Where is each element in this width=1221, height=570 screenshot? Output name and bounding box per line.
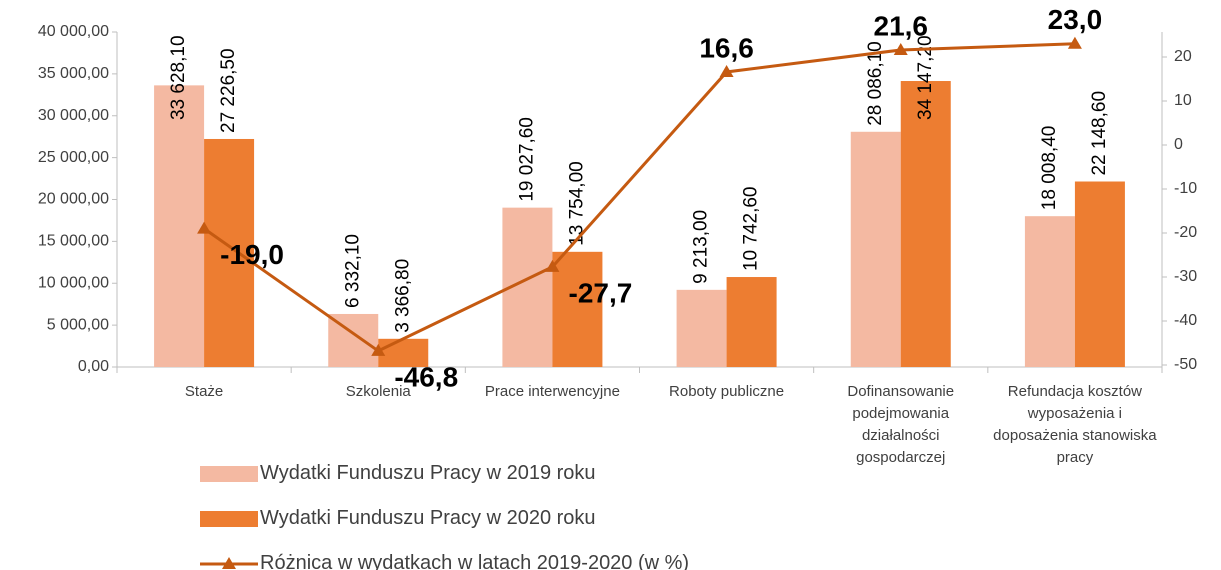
bar bbox=[378, 338, 429, 367]
data-label: 22 148,60 bbox=[1089, 91, 1110, 176]
y-tick-label: 10 000,00 bbox=[38, 274, 109, 291]
marker bbox=[1067, 36, 1082, 49]
y-tick-label: 25 000,00 bbox=[38, 149, 109, 166]
y-tick-label: 30 000,00 bbox=[38, 107, 109, 124]
data-label: 23,0 bbox=[1048, 4, 1103, 35]
bar bbox=[850, 131, 901, 367]
bar bbox=[726, 277, 777, 367]
x-tick-label: Refundacja kosztów wyposażenia i doposaż… bbox=[993, 383, 1157, 466]
legend-swatch bbox=[200, 510, 258, 527]
data-label: 33 628,10 bbox=[168, 35, 189, 120]
data-label: 27 226,50 bbox=[218, 48, 239, 133]
x-tick-label: Prace interwencyjne bbox=[484, 383, 620, 400]
bar bbox=[154, 85, 205, 368]
data-label: 16,6 bbox=[699, 32, 754, 63]
legend-swatch bbox=[200, 465, 258, 482]
data-label: 6 332,10 bbox=[342, 234, 363, 308]
y2-tick-label: 20 bbox=[1174, 48, 1192, 65]
legend-label: Wydatki Funduszu Pracy w 2020 roku bbox=[260, 507, 596, 529]
data-label: 18 008,40 bbox=[1039, 126, 1060, 211]
marker bbox=[719, 64, 734, 77]
y2-tick-label: -40 bbox=[1174, 312, 1197, 329]
x-tick-label: Roboty publiczne bbox=[669, 383, 785, 400]
bar bbox=[1074, 181, 1125, 367]
y-tick-label: 15 000,00 bbox=[38, 233, 109, 250]
data-label: 9 213,00 bbox=[691, 210, 712, 284]
y-tick-label: 20 000,00 bbox=[38, 191, 109, 208]
marker bbox=[893, 42, 908, 55]
y-tick-label: 5 000,00 bbox=[47, 316, 109, 333]
x-tick-label: Dofinansowanie podejmowania działalności… bbox=[847, 383, 955, 466]
data-label: 3 366,80 bbox=[392, 259, 413, 333]
y-tick-label: 0,00 bbox=[78, 358, 109, 375]
bar bbox=[676, 289, 727, 367]
y-tick-label: 40 000,00 bbox=[38, 23, 109, 40]
legend-item: Wydatki Funduszu Pracy w 2019 roku bbox=[200, 462, 596, 485]
legend-item: Wydatki Funduszu Pracy w 2020 roku bbox=[200, 507, 596, 530]
legend-swatch bbox=[200, 554, 258, 570]
bar bbox=[204, 138, 255, 367]
legend-label: Wydatki Funduszu Pracy w 2019 roku bbox=[260, 462, 596, 484]
y2-tick-label: 10 bbox=[1174, 92, 1192, 109]
y2-tick-label: -50 bbox=[1174, 356, 1197, 373]
y-tick-label: 35 000,00 bbox=[38, 65, 109, 82]
bar bbox=[552, 251, 603, 367]
y2-tick-label: -20 bbox=[1174, 224, 1197, 241]
marker bbox=[545, 259, 560, 272]
y2-tick-label: 0 bbox=[1174, 136, 1183, 153]
x-tick-label: Szkolenia bbox=[345, 383, 411, 400]
data-label: -27,7 bbox=[569, 277, 633, 308]
data-label: -46,8 bbox=[394, 361, 458, 392]
legend-label: Różnica w wydatkach w latach 2019-2020 (… bbox=[260, 552, 690, 570]
data-label: 13 754,00 bbox=[566, 161, 587, 246]
x-tick-label: Staże bbox=[184, 383, 224, 400]
y2-tick-label: -30 bbox=[1174, 268, 1197, 285]
bar bbox=[1024, 216, 1075, 367]
legend-line bbox=[200, 556, 258, 569]
data-label: 19 027,60 bbox=[516, 117, 537, 202]
line bbox=[203, 42, 1075, 353]
marker bbox=[197, 221, 212, 234]
legend-item: Różnica w wydatkach w latach 2019-2020 (… bbox=[200, 552, 689, 570]
bar bbox=[900, 81, 951, 367]
marker bbox=[371, 343, 386, 356]
data-label: 21,6 bbox=[874, 10, 929, 41]
data-label: -19,0 bbox=[220, 239, 284, 270]
data-label: 10 742,60 bbox=[741, 186, 762, 271]
y2-tick-label: -10 bbox=[1174, 180, 1197, 197]
data-label: 28 086,10 bbox=[865, 41, 886, 126]
data-label: 34 147,20 bbox=[915, 35, 936, 120]
